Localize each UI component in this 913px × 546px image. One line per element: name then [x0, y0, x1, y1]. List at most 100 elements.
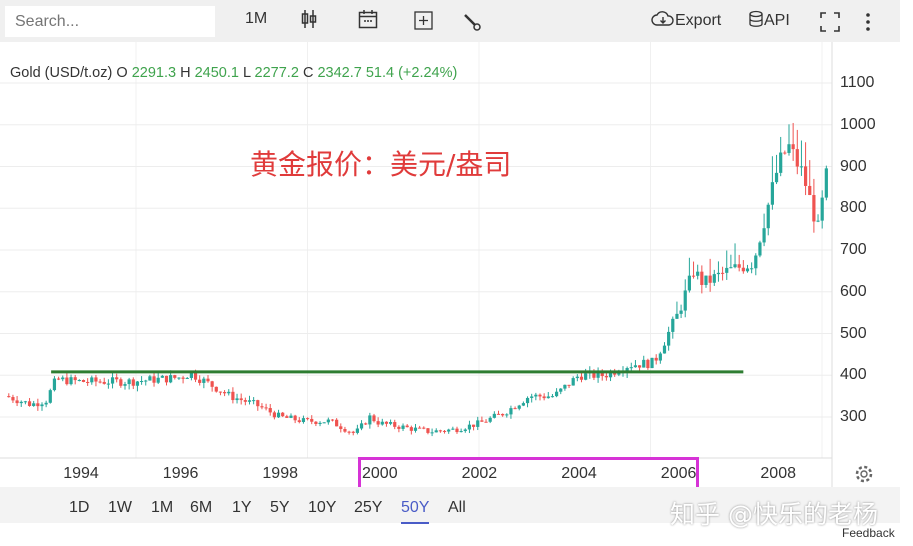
- more-menu-icon[interactable]: [865, 12, 871, 37]
- candle-down: [27, 401, 32, 406]
- candle-up: [52, 378, 57, 391]
- close-value: 2342.7: [317, 65, 362, 81]
- candle-up: [459, 431, 463, 433]
- x-tick-label: 1996: [162, 465, 199, 482]
- candle-up: [434, 430, 438, 433]
- candle-up: [148, 376, 152, 381]
- wrench-icon[interactable]: [462, 12, 482, 37]
- candle-up: [517, 405, 521, 409]
- candle-down: [272, 412, 276, 418]
- candle-up: [326, 419, 330, 423]
- range-button-25y[interactable]: 25Y: [354, 499, 383, 516]
- price-chart[interactable]: [0, 42, 900, 487]
- y-tick-label: 1100: [840, 74, 875, 91]
- candle-up: [625, 368, 629, 373]
- candle-up: [189, 372, 193, 378]
- candlestick-icon[interactable]: [300, 9, 318, 34]
- candle-up: [696, 271, 700, 276]
- candle-down: [708, 275, 712, 283]
- candle-up: [505, 414, 509, 416]
- settings-gear-icon[interactable]: [854, 464, 874, 489]
- ohlc-legend: Gold (USD/t.oz) O 2291.3 H 2450.1 L 2277…: [10, 65, 457, 81]
- close-label: C: [302, 65, 314, 81]
- range-button-6m[interactable]: 6M: [190, 499, 213, 516]
- candle-down: [102, 381, 106, 384]
- high-value: 2450.1: [194, 65, 239, 81]
- candle-up: [633, 365, 638, 368]
- y-tick-label: 600: [840, 282, 867, 300]
- range-button-all[interactable]: All: [448, 499, 466, 516]
- candle-down: [15, 400, 19, 404]
- candle-up: [77, 379, 81, 381]
- range-button-1m[interactable]: 1M: [151, 499, 174, 516]
- candle-up: [608, 371, 613, 378]
- candle-up: [534, 394, 538, 397]
- candle-down: [310, 418, 314, 422]
- candle-up: [550, 396, 555, 398]
- candle-up: [40, 404, 44, 407]
- api-button[interactable]: API: [748, 10, 790, 30]
- candle-up: [546, 396, 550, 399]
- candle-up: [745, 268, 750, 272]
- add-indicator-icon[interactable]: [414, 11, 434, 36]
- candle-up: [704, 275, 708, 285]
- range-button-1w[interactable]: 1W: [108, 499, 132, 516]
- y-tick-label: 300: [840, 408, 867, 425]
- highlight-box: [358, 457, 699, 491]
- search-input[interactable]: [5, 6, 215, 37]
- candle-down: [397, 426, 401, 429]
- candle-up: [413, 427, 418, 431]
- candle-down: [73, 377, 77, 381]
- candle-down: [409, 427, 413, 431]
- low-label: L: [242, 65, 251, 81]
- range-button-10y[interactable]: 10Y: [308, 499, 337, 516]
- candle-down: [720, 272, 725, 274]
- candle-down: [803, 166, 808, 186]
- candle-up: [754, 255, 758, 269]
- candle-up: [380, 421, 384, 425]
- export-label: Export: [675, 12, 722, 29]
- feedback-link[interactable]: Feedback: [842, 526, 895, 540]
- candle-down: [285, 416, 289, 418]
- candle-up: [355, 428, 359, 433]
- candle-down: [592, 370, 596, 378]
- calendar-icon[interactable]: [358, 9, 378, 34]
- candle-up: [766, 204, 770, 229]
- candle-down: [335, 419, 339, 427]
- candle-down: [795, 149, 799, 167]
- candle-up: [824, 168, 828, 198]
- candle-up: [820, 197, 824, 221]
- fullscreen-icon[interactable]: [820, 12, 840, 37]
- candle-up: [679, 310, 683, 314]
- candle-down: [214, 386, 218, 392]
- candle-down: [741, 267, 745, 272]
- candle-up: [135, 381, 140, 386]
- export-button[interactable]: Export: [651, 10, 721, 30]
- candle-down: [567, 384, 571, 386]
- candle-up: [525, 397, 530, 404]
- change-value: 51.4 (+2.24%): [365, 65, 458, 81]
- candle-up: [521, 403, 525, 406]
- candle-down: [808, 185, 812, 196]
- interval-button[interactable]: 1M: [245, 10, 268, 27]
- range-button-50y[interactable]: 50Y: [401, 499, 430, 524]
- candle-up: [289, 415, 293, 418]
- symbol-name: Gold (USD/t.oz): [10, 65, 113, 81]
- candle-up: [401, 425, 405, 429]
- candle-up: [144, 380, 148, 382]
- high-label: H: [180, 65, 191, 81]
- candle-down: [438, 430, 442, 432]
- candle-up: [779, 152, 783, 173]
- candle-up: [642, 359, 646, 368]
- candle-up: [32, 403, 36, 406]
- candle-down: [347, 431, 351, 433]
- candle-down: [418, 427, 422, 429]
- candle-up: [729, 267, 733, 269]
- range-button-1y[interactable]: 1Y: [232, 499, 252, 516]
- range-button-5y[interactable]: 5Y: [270, 499, 290, 516]
- candle-down: [812, 195, 816, 222]
- candle-up: [563, 384, 567, 389]
- candle-up: [662, 345, 667, 354]
- candle-up: [227, 391, 231, 394]
- range-button-1d[interactable]: 1D: [69, 499, 90, 516]
